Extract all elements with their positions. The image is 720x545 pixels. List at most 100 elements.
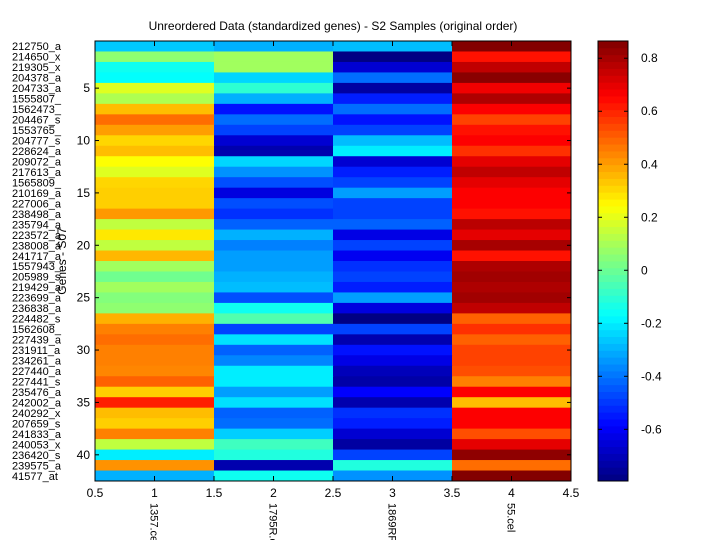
heatmap-cell [95,229,215,241]
heatmap-cell [214,82,334,94]
colorbar-swatch [598,171,628,179]
heatmap-cell [95,292,215,304]
heatmap-cell [452,271,572,283]
heatmap-cell [214,302,334,314]
row-label: 214650_x [12,52,61,64]
row-label: 1565809_ [12,177,62,189]
colorbar-swatch [598,247,628,255]
colorbar-swatch [598,47,628,56]
heatmap-cell [452,281,572,293]
heatmap-cell [95,460,215,472]
heatmap-cell [95,156,215,168]
colorbar-tick-label: 0.4 [641,157,658,171]
heatmap-cell [95,187,215,199]
colorbar-swatch [598,343,628,351]
row-label: 1562473_ [12,104,62,116]
heatmap-cell [214,281,334,293]
heatmap-cell [452,344,572,356]
row-label: 219429_a [12,282,62,294]
heatmap-cell [452,386,572,398]
heatmap-cell [95,177,215,189]
colorbar-swatch [598,123,628,131]
heatmap-cell [452,313,572,325]
heatmap-cell [214,51,334,63]
heatmap-cell [95,82,215,94]
colorbar-swatch [598,391,628,399]
heatmap-cell [214,313,334,325]
heatmap-cell [333,219,453,231]
y-tick-label: 35 [77,395,91,409]
heatmap-cell [452,302,572,314]
heatmap-cell [214,460,334,472]
heatmap-cell [452,103,572,115]
colorbar-swatch [598,219,628,228]
colorbar-swatch [598,68,628,76]
colorbar-swatch [598,254,628,262]
colorbar-swatch [598,474,628,482]
heatmap-cell [214,208,334,220]
y-tick-label: 20 [77,238,91,252]
heatmap-cell [214,156,334,168]
heatmap-cell [95,240,215,252]
heatmap-cell [333,376,453,388]
row-label: 236838_a [12,303,62,315]
heatmap-cell [452,208,572,220]
heatmap-cell [214,114,334,126]
heatmap-cell [452,292,572,304]
row-label: 212750_a [12,41,62,53]
heatmap-cell [452,250,572,262]
y-axis-label: Genes - S07 [55,227,69,295]
heatmap-cell [333,302,453,314]
colorbar-tick-label: -0.6 [641,422,662,436]
heatmap-cell [333,103,453,115]
colorbar-swatch [598,96,628,104]
colorbar-swatch [598,350,628,358]
colorbar-swatch [598,384,628,393]
heatmap-cell [214,103,334,115]
heatmap-cell [333,124,453,136]
colorbar-swatch [598,398,628,406]
heatmap-cell [214,250,334,262]
colorbar-swatch [598,206,628,214]
row-label: 227441_s [12,376,61,388]
colorbar-swatch [598,316,628,324]
heatmap-cell [333,439,453,451]
colorbar-swatch [598,116,628,124]
heatmap-cell [333,365,453,377]
heatmap-cell [214,397,334,409]
heatmap-cell [214,135,334,147]
row-label: 1557943_ [12,261,62,273]
heatmap-cell [333,135,453,147]
heatmap-cell [95,449,215,461]
colorbar-swatch [598,453,628,461]
heatmap-cell [95,166,215,178]
heatmap-cell [95,344,215,356]
row-label: 204777_s [12,136,61,148]
row-label: 205989_s [12,272,61,284]
row-label: 235794_a [12,219,62,231]
heatmap-cell [214,61,334,73]
row-label: 242002_a [12,397,62,409]
heatmap-cell [333,323,453,335]
heatmap-cell [95,208,215,220]
heatmap-cell [452,177,572,189]
colorbar-swatch [598,199,628,207]
heatmap-cell [452,439,572,451]
row-label: 204733_a [12,83,62,95]
x-tick-label: 1.5 [206,486,223,500]
row-label: 1555807_ [12,94,62,106]
colorbar-tick-label: 0.6 [641,104,658,118]
heatmap-cell [214,219,334,231]
row-label: 209072_a [12,156,62,168]
heatmap-cell [452,365,572,377]
heatmap-cell [95,313,215,325]
heatmap-cell [333,428,453,440]
heatmap-cell [214,418,334,430]
heatmap-cell [95,355,215,367]
heatmap-cell [333,61,453,73]
colorbar-swatch [598,439,628,448]
colorbar-swatch [598,364,628,372]
colorbar-border [597,40,629,482]
heatmap-cell [333,250,453,262]
colorbar-swatch [598,426,628,434]
